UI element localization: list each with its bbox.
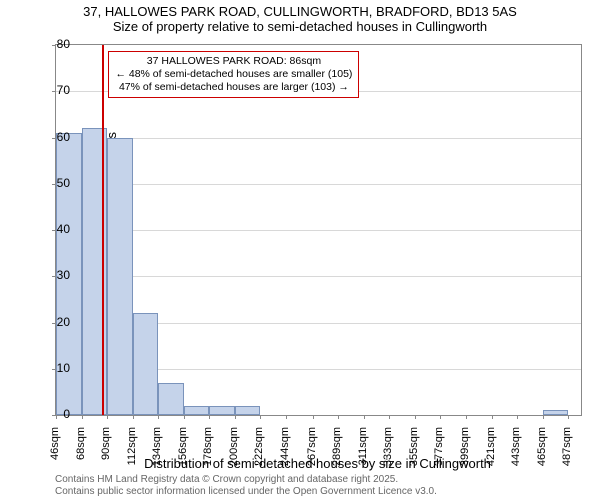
xtick-mark — [133, 415, 134, 419]
ytick-label: 50 — [50, 176, 70, 190]
histogram-bar — [107, 138, 133, 416]
title-line1: 37, HALLOWES PARK ROAD, CULLINGWORTH, BR… — [0, 4, 600, 19]
ytick-label: 10 — [50, 361, 70, 375]
xtick-mark — [209, 415, 210, 419]
xtick-mark — [82, 415, 83, 419]
gridline — [56, 184, 581, 185]
xtick-mark — [260, 415, 261, 419]
ytick-label: 0 — [50, 407, 70, 421]
xtick-mark — [517, 415, 518, 419]
title-line2: Size of property relative to semi-detach… — [0, 19, 600, 34]
annotation-box: 37 HALLOWES PARK ROAD: 86sqm← 48% of sem… — [108, 51, 359, 98]
xtick-mark — [492, 415, 493, 419]
xtick-mark — [389, 415, 390, 419]
histogram-bar — [209, 406, 235, 415]
xtick-mark — [364, 415, 365, 419]
xtick-mark — [568, 415, 569, 419]
chart-container: 37, HALLOWES PARK ROAD, CULLINGWORTH, BR… — [0, 0, 600, 500]
xtick-mark — [158, 415, 159, 419]
ytick-label: 60 — [50, 130, 70, 144]
ytick-label: 30 — [50, 268, 70, 282]
footer: Contains HM Land Registry data © Crown c… — [55, 474, 437, 497]
chart-title: 37, HALLOWES PARK ROAD, CULLINGWORTH, BR… — [0, 0, 600, 34]
plot-area: 37 HALLOWES PARK ROAD: 86sqm← 48% of sem… — [55, 44, 582, 416]
ytick-label: 40 — [50, 222, 70, 236]
xtick-mark — [313, 415, 314, 419]
histogram-bar — [158, 383, 184, 415]
histogram-bar — [184, 406, 210, 415]
xtick-mark — [466, 415, 467, 419]
xtick-mark — [543, 415, 544, 419]
xtick-mark — [440, 415, 441, 419]
annotation-line1: 37 HALLOWES PARK ROAD: 86sqm — [115, 55, 352, 68]
xtick-mark — [338, 415, 339, 419]
ytick-label: 80 — [50, 37, 70, 51]
annotation-line2: ← 48% of semi-detached houses are smalle… — [115, 68, 352, 81]
xtick-mark — [107, 415, 108, 419]
histogram-bar — [235, 406, 261, 415]
ytick-label: 20 — [50, 315, 70, 329]
xtick-mark — [235, 415, 236, 419]
ytick-label: 70 — [50, 83, 70, 97]
annotation-line3: 47% of semi-detached houses are larger (… — [115, 81, 352, 94]
footer-line2: Contains public sector information licen… — [55, 486, 437, 498]
footer-line1: Contains HM Land Registry data © Crown c… — [55, 474, 437, 486]
x-axis-label: Distribution of semi-detached houses by … — [55, 456, 580, 471]
gridline — [56, 276, 581, 277]
histogram-bar — [543, 410, 569, 415]
xtick-mark — [415, 415, 416, 419]
histogram-bar — [133, 313, 159, 415]
xtick-mark — [286, 415, 287, 419]
xtick-mark — [184, 415, 185, 419]
marker-line — [102, 45, 104, 415]
gridline — [56, 230, 581, 231]
gridline — [56, 138, 581, 139]
